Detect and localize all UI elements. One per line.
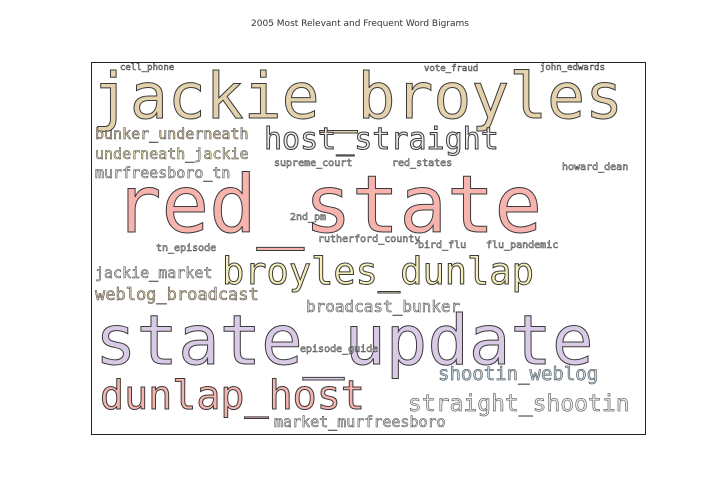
word-red-state: red_state	[113, 159, 543, 251]
word-episode-guide: episode_guide	[300, 344, 379, 355]
word-howard-dean: howard_dean	[562, 162, 629, 173]
chart-title: 2005 Most Relevant and Frequent Word Big…	[251, 19, 469, 29]
word-tn-episode: tn_episode	[156, 243, 217, 254]
word-state-update: state_update	[95, 301, 594, 381]
word-weblog-broadcast: weblog_broadcast	[95, 285, 259, 305]
word-jackie-broyles: jackie_broyles	[92, 62, 624, 133]
word-broadcast-bunker: broadcast_bunker	[306, 297, 461, 316]
word-host-straight: host_straight	[264, 122, 500, 157]
word-bird-flu: bird_flu	[418, 240, 467, 251]
word-vote-fraud: vote_fraud	[424, 64, 479, 74]
word-shootin-weblog: shootin_weblog	[438, 363, 599, 385]
word-market-murfreesboro: market_murfreesboro	[274, 413, 446, 431]
word-cloud: cell_phone vote_fraud john_edwards jacki…	[91, 62, 646, 435]
word-bunker-underneath: bunker_underneath	[95, 125, 249, 143]
word-straight-shootin: straight_shootin	[408, 391, 630, 417]
word-rutherford-county: rutherford_county	[318, 234, 421, 245]
word-dunlap-host: dunlap_host	[100, 373, 366, 419]
word-underneath-jackie: underneath_jackie	[95, 145, 249, 163]
word-cell-phone: cell_phone	[120, 63, 175, 73]
word-jackie-market: jackie_market	[95, 264, 213, 282]
word-flu-pandemic: flu_pandemic	[486, 240, 559, 251]
word-broyles-dunlap: broyles_dunlap	[222, 250, 535, 293]
word-2nd-pm: 2nd_pm	[290, 212, 327, 223]
word-john-edwards: john_edwards	[540, 63, 606, 73]
word-murfreesboro-tn: murfreesboro_tn	[95, 164, 231, 182]
word-red-states: red_states	[392, 158, 453, 169]
word-supreme-court: supreme_court	[274, 158, 353, 169]
